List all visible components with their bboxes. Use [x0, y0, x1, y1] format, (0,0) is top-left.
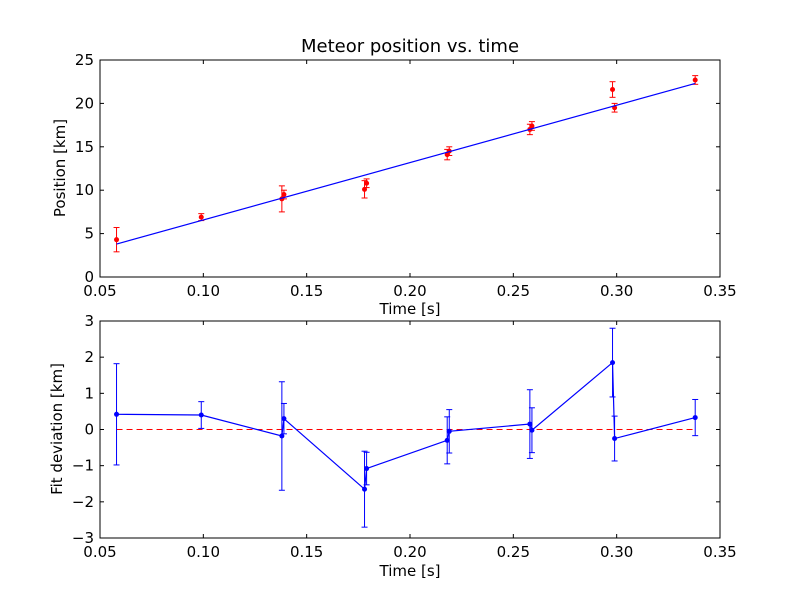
position-x-tick-label: 0.15 [290, 282, 323, 300]
deviation-data-point [612, 436, 618, 442]
position-chart-ticks: 0.05 0.10 0.15 0.20 0.25 0.30 0.35 0 5 10 15 20 25 [75, 51, 737, 300]
deviation-data-point [446, 428, 452, 434]
position-chart-marks [113, 75, 699, 253]
position-data-point [281, 192, 287, 198]
position-x-tick-label: 0.35 [703, 282, 736, 300]
deviation-chart-ticks: 0.05 0.10 0.15 0.20 0.25 0.30 0.35 −3 −2 −1 0 1 2 3 [72, 312, 737, 561]
position-x-tick-label: 0.25 [497, 282, 530, 300]
deviation-data-point [692, 415, 698, 421]
deviation-x-tick-label: 0.35 [703, 543, 736, 561]
deviation-data-point [610, 360, 616, 366]
deviation-data-point [527, 421, 533, 427]
deviation-x-tick-label: 0.15 [290, 543, 323, 561]
deviation-data-point [198, 412, 204, 418]
position-y-tick-label: 0 [84, 268, 94, 286]
position-y-axis-label: Position [km] [51, 119, 69, 217]
position-y-tick-label: 25 [75, 51, 94, 69]
deviation-y-tick-label: −1 [72, 457, 94, 475]
position-x-axis-label: Time [s] [379, 300, 441, 318]
fit-line [116, 82, 696, 245]
position-data-point [114, 237, 120, 243]
deviation-x-tick-label: 0.20 [393, 543, 426, 561]
position-data-point [529, 123, 535, 129]
deviation-data-point [114, 411, 120, 417]
deviation-data-point [281, 416, 287, 422]
deviation-y-tick-label: 2 [84, 348, 94, 366]
deviation-x-tick-label: 0.25 [497, 543, 530, 561]
chart-title: Meteor position vs. time [301, 36, 519, 57]
deviation-y-axis-label: Fit deviation [km] [48, 363, 66, 495]
deviation-x-tick-label: 0.10 [187, 543, 220, 561]
position-data-point [364, 180, 370, 186]
deviation-y-tick-label: 1 [84, 384, 94, 402]
deviation-data-point [279, 433, 285, 439]
deviation-chart-marks [113, 327, 699, 528]
deviation-y-tick-label: 0 [84, 421, 94, 439]
deviation-x-tick-label: 0.05 [83, 543, 116, 561]
deviation-chart: 0.05 0.10 0.15 0.20 0.25 0.30 0.35 −3 −2 −1 0 1 2 3 T… [48, 312, 737, 580]
position-y-tick-label: 20 [75, 94, 94, 112]
position-x-tick-label: 0.30 [600, 282, 633, 300]
position-y-tick-label: 10 [75, 181, 94, 199]
deviation-x-tick-label: 0.30 [600, 543, 633, 561]
position-x-tick-label: 0.05 [83, 282, 116, 300]
deviation-data-point [362, 486, 368, 492]
position-data-point [692, 77, 698, 83]
position-chart: Meteor position vs. time 0.05 0.10 0.15 0.2… [51, 36, 737, 318]
deviation-x-axis-label: Time [s] [379, 562, 441, 580]
deviation-data-point [444, 437, 450, 443]
deviation-y-tick-label: 3 [84, 312, 94, 330]
position-data-point [198, 214, 204, 220]
position-data-point [610, 87, 616, 93]
deviation-y-tick-label: −3 [72, 529, 94, 547]
deviation-data-point [364, 466, 370, 472]
position-y-tick-label: 5 [84, 225, 94, 243]
position-y-tick-label: 15 [75, 138, 94, 156]
deviation-y-tick-label: −2 [72, 493, 94, 511]
position-x-tick-label: 0.10 [187, 282, 220, 300]
deviation-data-point [529, 427, 535, 433]
position-x-tick-label: 0.20 [393, 282, 426, 300]
